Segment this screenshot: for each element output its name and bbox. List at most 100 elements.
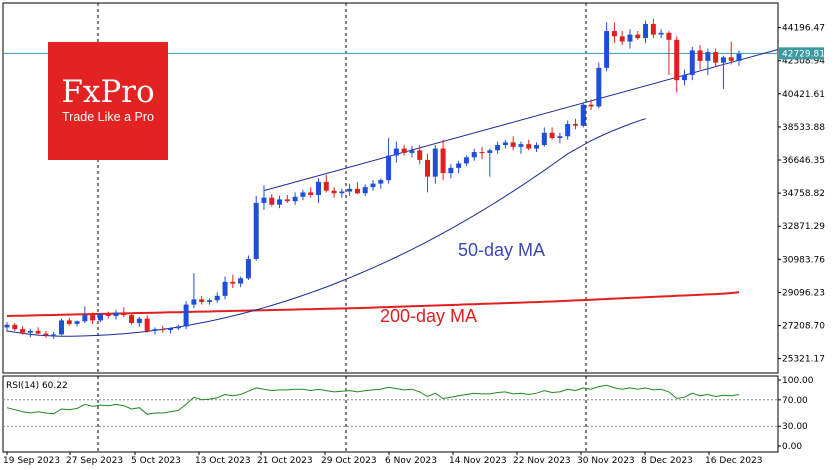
candle bbox=[487, 148, 493, 177]
candle-body bbox=[245, 259, 251, 279]
candle-body bbox=[4, 324, 10, 328]
candle-body bbox=[66, 320, 72, 324]
candle bbox=[238, 276, 244, 288]
candle bbox=[113, 309, 119, 320]
candle bbox=[557, 132, 563, 144]
candle bbox=[604, 22, 610, 72]
candle bbox=[121, 307, 127, 317]
candle-body bbox=[222, 281, 228, 296]
candle bbox=[90, 312, 96, 324]
candle bbox=[168, 327, 174, 334]
candle-body bbox=[440, 148, 446, 174]
candle-body bbox=[510, 142, 516, 147]
candle bbox=[277, 195, 283, 209]
candle-body bbox=[168, 328, 174, 331]
date-tick-label: 14 Nov 2023 bbox=[449, 456, 507, 466]
candle bbox=[627, 29, 633, 49]
candle bbox=[160, 325, 166, 333]
candle-body bbox=[238, 278, 244, 284]
candle-body bbox=[643, 24, 649, 39]
ma50-line bbox=[6, 118, 646, 337]
candle bbox=[393, 141, 399, 163]
rsi-label: RSI(14) 60.22 bbox=[6, 381, 68, 391]
candle-body bbox=[331, 190, 337, 194]
price-tick-label: 30983.76 bbox=[782, 255, 825, 265]
candle bbox=[261, 185, 267, 210]
price-tick-label: 32871.29 bbox=[782, 222, 825, 232]
candle-body bbox=[152, 329, 158, 331]
candle-body bbox=[580, 104, 586, 126]
date-tick-label: 29 Oct 2023 bbox=[321, 456, 377, 466]
candle-body bbox=[370, 183, 376, 188]
candle bbox=[588, 99, 594, 110]
candle bbox=[59, 318, 65, 336]
candle-body bbox=[720, 57, 726, 63]
candle bbox=[152, 327, 158, 335]
date-tick-label: 27 Sep 2023 bbox=[66, 456, 123, 466]
candle-body bbox=[300, 192, 306, 197]
candle bbox=[635, 31, 641, 40]
candle bbox=[541, 127, 547, 147]
candle bbox=[456, 160, 462, 174]
candle bbox=[20, 326, 26, 335]
candle bbox=[580, 102, 586, 128]
candle bbox=[354, 181, 360, 195]
candle bbox=[681, 69, 687, 86]
candle-body bbox=[736, 53, 742, 61]
candle-body bbox=[354, 188, 360, 194]
candle-body bbox=[230, 281, 236, 284]
candle bbox=[339, 188, 345, 198]
date-tick-label: 6 Nov 2023 bbox=[385, 456, 437, 466]
candle-body bbox=[214, 295, 220, 301]
candle bbox=[619, 31, 625, 46]
ma200-annotation: 200-day MA bbox=[380, 306, 478, 326]
price-tick-label: 36646.35 bbox=[782, 156, 825, 166]
candle-body bbox=[728, 57, 734, 61]
candle-body bbox=[425, 159, 431, 177]
candle-body bbox=[12, 324, 18, 330]
candle bbox=[66, 317, 72, 326]
candle-body bbox=[183, 304, 189, 327]
candle-body bbox=[417, 150, 423, 160]
candle-body bbox=[619, 36, 625, 42]
rsi-tick-label: 100.00 bbox=[782, 376, 814, 386]
candle bbox=[370, 180, 376, 191]
candle-body bbox=[627, 34, 633, 42]
candle-body bbox=[697, 50, 703, 61]
candle-body bbox=[90, 315, 96, 321]
candle-body bbox=[456, 163, 462, 168]
candle bbox=[136, 316, 142, 327]
candle-body bbox=[495, 145, 501, 151]
price-tick-label: 34758.82 bbox=[782, 189, 825, 199]
candle bbox=[12, 323, 18, 331]
candle bbox=[214, 292, 220, 303]
candle-body bbox=[43, 333, 49, 336]
candle bbox=[292, 192, 298, 205]
candle-body bbox=[666, 32, 672, 40]
date-tick-label: 5 Oct 2023 bbox=[131, 456, 181, 466]
candle bbox=[97, 313, 103, 323]
candle-body bbox=[97, 314, 103, 321]
candle-body bbox=[160, 329, 166, 331]
candle-body bbox=[448, 167, 454, 174]
candle-body bbox=[611, 31, 617, 37]
rsi-plot-frame bbox=[2, 375, 779, 453]
uptrend-line bbox=[263, 48, 779, 192]
price-tick-label: 38533.88 bbox=[782, 123, 825, 133]
candle-body bbox=[284, 199, 290, 202]
candle bbox=[611, 22, 617, 44]
candle-body bbox=[277, 199, 283, 205]
candle-body bbox=[401, 148, 407, 153]
candle bbox=[565, 120, 571, 140]
candle bbox=[269, 194, 275, 207]
candle bbox=[222, 276, 228, 300]
candle bbox=[409, 145, 415, 158]
candle bbox=[105, 311, 111, 319]
candle bbox=[526, 139, 532, 151]
candle-body bbox=[82, 315, 88, 322]
candle-body bbox=[35, 330, 41, 334]
date-tick-label: 8 Dec 2023 bbox=[641, 456, 693, 466]
candle bbox=[144, 315, 150, 333]
candle-body bbox=[534, 145, 540, 149]
ma50-annotation: 50-day MA bbox=[458, 240, 546, 260]
